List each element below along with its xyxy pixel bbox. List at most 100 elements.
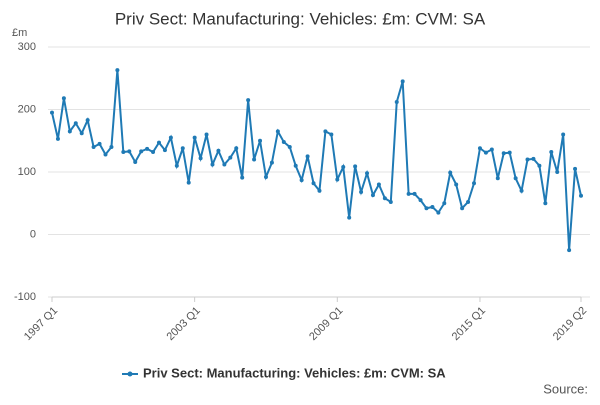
point	[370, 193, 375, 198]
point	[246, 98, 251, 103]
point	[156, 140, 161, 145]
point	[561, 132, 566, 137]
point	[567, 248, 572, 253]
x-tick-label: 1997 Q1	[22, 305, 60, 343]
point	[204, 132, 209, 137]
point	[198, 156, 203, 161]
series-line	[51, 70, 582, 251]
point	[168, 135, 173, 140]
legend-label: Priv Sect: Manufacturing: Vehicles: £m: …	[143, 365, 446, 380]
y-tick-label: 300	[18, 41, 36, 53]
point	[121, 150, 126, 154]
point	[216, 148, 221, 153]
point	[162, 148, 167, 153]
point	[365, 171, 370, 176]
point	[222, 162, 227, 167]
point	[252, 157, 257, 162]
point	[91, 145, 96, 149]
point	[430, 205, 435, 209]
point	[305, 154, 310, 159]
point	[323, 129, 328, 134]
x-tick-label: 2009 Q1	[307, 305, 345, 343]
source: Source:	[543, 381, 588, 396]
point	[210, 162, 215, 167]
point	[234, 146, 239, 151]
point	[67, 129, 72, 134]
point	[293, 163, 298, 168]
point	[329, 132, 334, 137]
point	[192, 135, 197, 140]
point	[61, 96, 66, 101]
point	[525, 157, 530, 162]
point	[335, 177, 340, 182]
point	[240, 175, 245, 180]
point	[501, 151, 506, 156]
point	[394, 100, 399, 104]
point	[460, 206, 465, 211]
point	[555, 170, 560, 174]
y-tick-label: 0	[30, 228, 36, 240]
point	[269, 160, 274, 165]
point	[115, 68, 120, 73]
point	[275, 129, 280, 134]
point	[424, 206, 429, 211]
point	[228, 155, 233, 160]
point	[543, 201, 548, 206]
point	[180, 146, 185, 151]
point	[103, 152, 108, 157]
point	[317, 188, 322, 193]
x-tick-label: 2003 Q1	[165, 305, 203, 343]
point	[281, 140, 286, 144]
point	[549, 150, 554, 154]
point	[448, 170, 453, 175]
point	[382, 196, 387, 201]
point	[454, 182, 459, 187]
point	[151, 150, 156, 154]
y-unit: £m	[12, 27, 27, 39]
point	[477, 146, 482, 151]
point	[311, 181, 316, 186]
point	[388, 200, 393, 204]
point	[519, 188, 524, 193]
point	[400, 79, 405, 84]
point	[537, 163, 542, 168]
point	[85, 118, 90, 123]
point	[376, 182, 381, 187]
point	[299, 178, 304, 183]
chart-title: Priv Sect: Manufacturing: Vehicles: £m: …	[115, 9, 486, 28]
y-tick-label: 100	[18, 166, 36, 178]
point	[513, 176, 518, 181]
point	[531, 156, 536, 161]
point	[507, 150, 512, 155]
point	[263, 175, 268, 179]
y-tick-label: -100	[14, 291, 36, 303]
point	[466, 200, 471, 204]
point	[442, 201, 447, 206]
point	[258, 138, 263, 143]
point	[436, 210, 441, 215]
point	[359, 190, 364, 194]
point	[341, 165, 346, 169]
point	[127, 149, 132, 154]
point	[287, 145, 292, 149]
point	[133, 160, 138, 164]
x-tick-label: 2019 Q2	[551, 305, 589, 343]
point	[483, 150, 488, 155]
point	[412, 191, 417, 196]
point	[347, 215, 352, 220]
point	[139, 149, 144, 154]
point	[489, 147, 494, 152]
point	[97, 141, 102, 146]
legend-marker	[127, 371, 133, 377]
point	[573, 166, 578, 171]
point	[186, 180, 191, 185]
point	[109, 145, 114, 149]
point	[495, 176, 500, 181]
point	[73, 121, 78, 126]
point	[174, 163, 179, 168]
point	[579, 193, 583, 198]
y-tick-label: 200	[18, 103, 36, 115]
point	[353, 164, 358, 169]
point	[79, 131, 84, 136]
